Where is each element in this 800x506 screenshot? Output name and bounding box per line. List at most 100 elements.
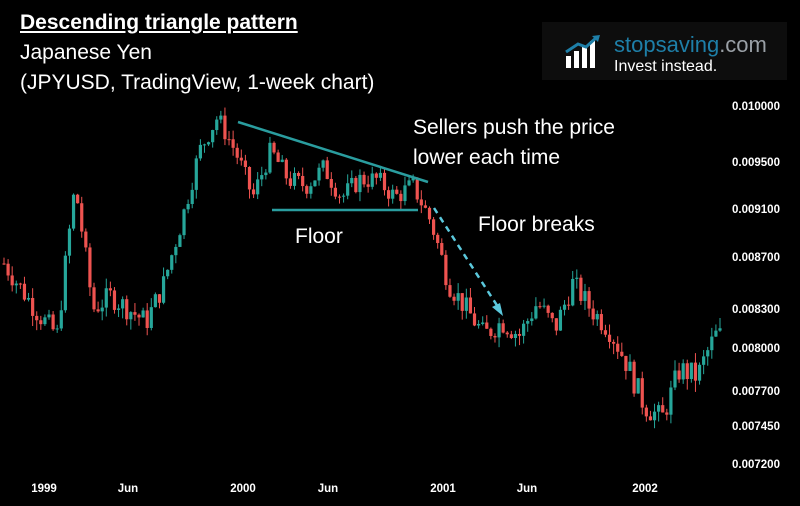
- annotation-sellers-line2: lower each time: [413, 146, 561, 169]
- candle-body: [452, 296, 456, 301]
- candle-body: [677, 370, 681, 380]
- y-tick-label: 0.009500: [732, 157, 780, 169]
- candle-body: [88, 247, 92, 288]
- candle-body: [485, 322, 489, 329]
- candle-body: [223, 115, 227, 140]
- candle-body: [358, 174, 362, 193]
- candle-body: [108, 288, 112, 291]
- candle-body: [464, 297, 468, 311]
- candle-body: [317, 167, 321, 181]
- candle-body: [366, 184, 370, 187]
- x-tick-label: 2001: [430, 483, 456, 495]
- candle-body: [477, 323, 481, 326]
- candle-body: [35, 315, 39, 321]
- candle-body: [198, 144, 202, 159]
- candle-body: [403, 185, 407, 202]
- candle-body: [632, 361, 636, 394]
- candle-body: [526, 321, 530, 324]
- candle-body: [174, 246, 178, 256]
- candle-body: [616, 343, 620, 352]
- candle-body: [530, 318, 534, 322]
- candle-body: [415, 177, 419, 200]
- candle-body: [444, 254, 448, 286]
- candle-body: [47, 314, 51, 318]
- annotation-floor-breaks: Floor breaks: [478, 213, 595, 236]
- brand-badge[interactable]: stopsaving.com Invest instead.: [542, 22, 787, 80]
- candle-body: [399, 193, 403, 202]
- candle-body: [665, 412, 669, 415]
- candle-body: [534, 306, 538, 319]
- candles-group: [2, 107, 722, 429]
- candle-body: [178, 235, 182, 247]
- candle-body: [166, 269, 170, 277]
- candle-body: [456, 293, 460, 301]
- candle-body: [407, 180, 411, 186]
- candle-body: [587, 291, 591, 309]
- candle-body: [362, 174, 366, 185]
- candle-body: [374, 173, 378, 178]
- candle-body: [620, 351, 624, 356]
- bar-chart-logo-icon: [565, 35, 600, 68]
- candle-body: [460, 293, 464, 311]
- y-tick-label: 0.007200: [732, 459, 780, 471]
- x-tick-label: 2002: [632, 483, 658, 495]
- candle-body: [153, 294, 157, 308]
- candle-body: [18, 283, 22, 285]
- candle-body: [182, 209, 186, 236]
- candle-body: [378, 172, 383, 178]
- candle-body: [67, 228, 72, 256]
- candle-body: [579, 277, 583, 301]
- candle-body: [63, 255, 67, 311]
- candle-body: [558, 309, 563, 331]
- candle-body: [313, 180, 317, 187]
- candle-body: [149, 307, 153, 328]
- candle-body: [211, 130, 215, 143]
- candle-body: [84, 231, 88, 248]
- candle-body: [239, 157, 243, 161]
- candle-body: [341, 195, 346, 197]
- x-tick-label: 2000: [230, 483, 256, 495]
- candle-body: [145, 310, 149, 328]
- candle-body: [104, 288, 108, 308]
- candle-body: [607, 334, 612, 342]
- candle-body: [489, 328, 493, 336]
- x-tick-label: Jun: [118, 483, 138, 495]
- candle-body: [92, 287, 96, 310]
- candle-body: [256, 179, 260, 195]
- candle-body: [595, 314, 599, 320]
- candle-body: [448, 285, 452, 297]
- candle-body: [76, 194, 80, 204]
- candle-body: [43, 317, 47, 325]
- x-tick-label: Jun: [517, 483, 537, 495]
- candle-body: [423, 205, 428, 208]
- candle-body: [251, 189, 256, 195]
- candle-body: [219, 115, 223, 120]
- candle-body: [129, 312, 133, 320]
- candle-body: [296, 172, 301, 176]
- candle-body: [6, 263, 10, 276]
- header: Descending triangle pattern Japanese Yen…: [20, 8, 374, 98]
- candle-body: [697, 364, 702, 381]
- chart-subtitle-asset: Japanese Yen: [20, 41, 152, 64]
- candle-body: [505, 332, 509, 335]
- candle-body: [706, 350, 710, 357]
- candle-body: [419, 199, 423, 206]
- y-tick-label: 0.008300: [732, 304, 780, 316]
- candle-body: [55, 328, 59, 330]
- y-tick-label: 0.008700: [732, 252, 780, 264]
- candle-body: [14, 283, 18, 286]
- candle-body: [501, 323, 505, 333]
- candle-body: [2, 263, 6, 265]
- candle-body: [636, 378, 640, 394]
- candle-body: [301, 175, 305, 187]
- candle-body: [272, 142, 276, 153]
- candle-body: [276, 152, 280, 162]
- candle-body: [624, 355, 628, 371]
- candle-body: [391, 189, 395, 199]
- candle-body: [292, 172, 297, 186]
- candle-body: [603, 330, 608, 335]
- candle-body: [235, 147, 239, 158]
- candle-body: [710, 336, 714, 351]
- candle-body: [652, 411, 657, 421]
- brand-name: stopsaving.com: [614, 32, 767, 58]
